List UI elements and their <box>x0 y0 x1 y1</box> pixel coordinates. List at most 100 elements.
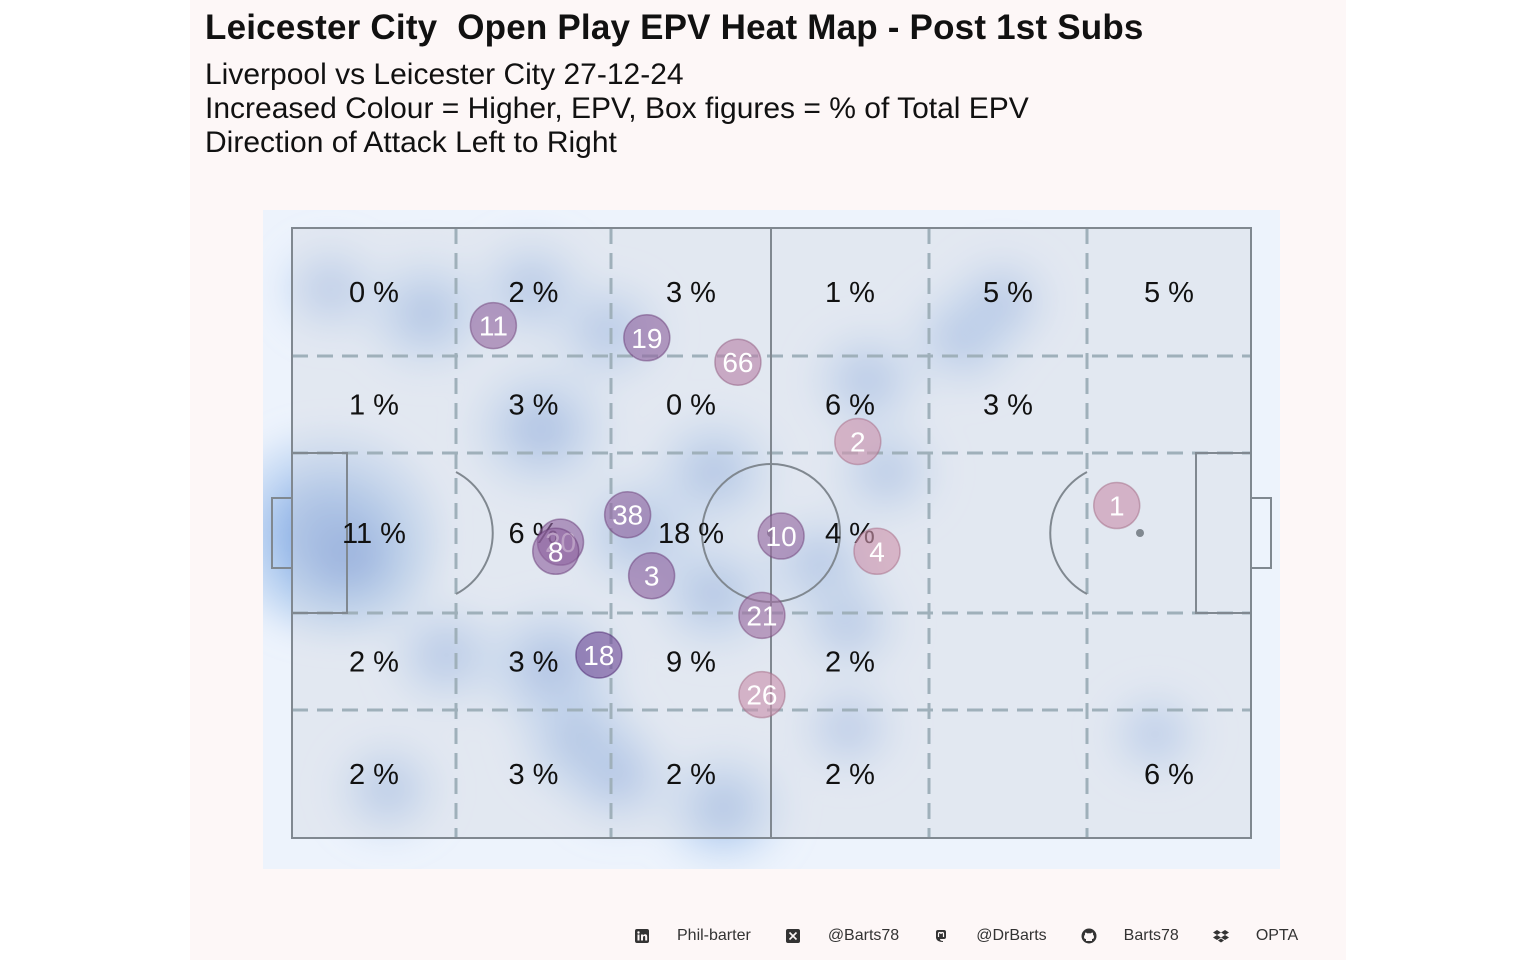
player-marker: 21 <box>738 591 786 640</box>
player-number-label: 26 <box>746 680 777 711</box>
linkedin-handle[interactable]: Phil-barter <box>677 927 751 944</box>
player-marker: 1 <box>1092 481 1141 530</box>
player-marker-circle <box>603 490 652 539</box>
player-marker-circle <box>575 631 623 679</box>
density-blob <box>844 359 891 402</box>
chart-title: Leicester City Open Play EPV Heat Map - … <box>205 8 1144 47</box>
zone-percent-label: 0 % <box>666 390 716 422</box>
x-twitter-icon[interactable] <box>785 928 801 944</box>
mastodon-icon[interactable] <box>933 928 949 944</box>
player-marker: 8 <box>531 527 580 576</box>
player-marker: 2 <box>834 417 882 466</box>
zone-percent-label: 5 % <box>1144 277 1194 309</box>
density-blob <box>513 404 569 455</box>
player-number-label: 8 <box>548 536 564 567</box>
player-marker-circle <box>714 338 762 386</box>
zone-percent-label: 2 % <box>666 759 716 791</box>
zone-percent-label: 6 % <box>825 390 875 422</box>
zone-percent-labels: 0 % 2 % 3 % 1 % 5 % 5 % 1 % 3 % 0 % 6 % 3 % 11 % 6 %… <box>342 277 1194 791</box>
mastodon-handle[interactable]: @DrBarts <box>976 927 1047 944</box>
zone-percent-label: 3 % <box>509 647 559 679</box>
footer-credits: Phil-barter @Barts78 @DrBarts Barts78 OP… <box>634 924 1298 948</box>
zone-percent-label: 3 % <box>983 390 1033 422</box>
player-marker-circle <box>623 314 671 362</box>
subtitle-line-1: Liverpool vs Leicester City 27-12-24 <box>205 58 684 91</box>
zone-percent-label: 18 % <box>658 518 724 550</box>
data-source: OPTA <box>1255 927 1299 944</box>
player-marker-circle <box>853 527 901 576</box>
zone-percent-label: 2 % <box>349 759 399 791</box>
density-blob <box>401 290 452 337</box>
zone-percent-label: 9 % <box>666 647 716 679</box>
density-blob <box>523 642 579 693</box>
player-marker-circle <box>1092 481 1141 530</box>
density-blob <box>1135 715 1176 753</box>
subtitle-line-3: Direction of Attack Left to Right <box>205 126 617 159</box>
zone-percent-label: 3 % <box>666 277 716 309</box>
density-blob <box>508 268 555 310</box>
right-penalty-arc <box>1049 471 1088 595</box>
density-blob <box>309 270 351 308</box>
zone-percent-label: 3 % <box>509 759 559 791</box>
left-penalty-arc <box>455 471 494 595</box>
player-marker-circle <box>757 512 805 560</box>
player-marker: 10 <box>757 512 805 560</box>
density-blob <box>980 281 1023 321</box>
player-number-label: 4 <box>869 536 885 567</box>
player-number-label: 21 <box>746 600 777 631</box>
zone-percent-label: 5 % <box>983 277 1033 309</box>
github-handle[interactable]: Barts78 <box>1123 927 1179 944</box>
zone-percent-label: 2 % <box>825 647 875 679</box>
zone-percent-label: 2 % <box>509 277 559 309</box>
player-number-label: 38 <box>612 500 643 531</box>
zone-percent-label: 1 % <box>349 390 399 422</box>
density-blob <box>826 604 870 645</box>
player-marker: 18 <box>575 631 623 679</box>
player-marker: 19 <box>623 314 671 362</box>
player-marker-circle <box>469 301 518 350</box>
subtitle-line-2: Increased Colour = Higher, EPV, Box figu… <box>205 92 1029 125</box>
player-number-label: 19 <box>631 323 662 354</box>
player-marker-circle <box>834 417 882 466</box>
density-blob <box>688 570 740 618</box>
density-blob <box>317 528 382 587</box>
density-blob <box>796 542 843 585</box>
zone-percent-label: 1 % <box>825 277 875 309</box>
zone-percent-label: 11 % <box>342 518 406 550</box>
left-goal <box>271 497 293 569</box>
zone-percent-label: 2 % <box>349 647 399 679</box>
density-blob <box>595 756 641 798</box>
zone-percent-label: 6 % <box>1144 759 1194 791</box>
player-marker-circle <box>627 551 676 600</box>
density-blob <box>585 310 632 353</box>
zone-percent-label: 3 % <box>509 390 559 422</box>
github-icon[interactable] <box>1081 928 1097 944</box>
player-marker-circle <box>738 670 786 719</box>
player-number-label: 1 <box>1109 491 1125 522</box>
zone-percent-label: 2 % <box>825 759 875 791</box>
player-number-label: 3 <box>644 561 660 592</box>
player-number-label: 66 <box>722 347 753 378</box>
x-handle[interactable]: @Barts78 <box>827 927 900 944</box>
linkedin-icon[interactable] <box>634 928 650 944</box>
player-marker: 26 <box>738 670 786 719</box>
player-marker: 4 <box>853 527 901 576</box>
dropbox-icon[interactable] <box>1212 928 1229 944</box>
player-marker: 11 <box>469 301 518 350</box>
player-marker: 38 <box>603 490 652 539</box>
density-blob <box>827 709 869 748</box>
player-marker: 3 <box>627 551 676 600</box>
density-blob <box>864 452 909 492</box>
density-blob <box>698 784 749 831</box>
right-goal <box>1250 497 1272 569</box>
player-number-label: 2 <box>850 427 866 458</box>
player-marker-circle <box>531 527 580 576</box>
density-blob <box>688 448 740 496</box>
right-penalty-spot <box>1136 529 1144 537</box>
density-blob <box>366 769 410 810</box>
player-marker: 66 <box>714 338 762 386</box>
player-marker-circle <box>738 591 786 640</box>
player-markers: 11196621382081043211826 <box>469 301 1141 719</box>
player-number-label: 18 <box>583 640 614 671</box>
